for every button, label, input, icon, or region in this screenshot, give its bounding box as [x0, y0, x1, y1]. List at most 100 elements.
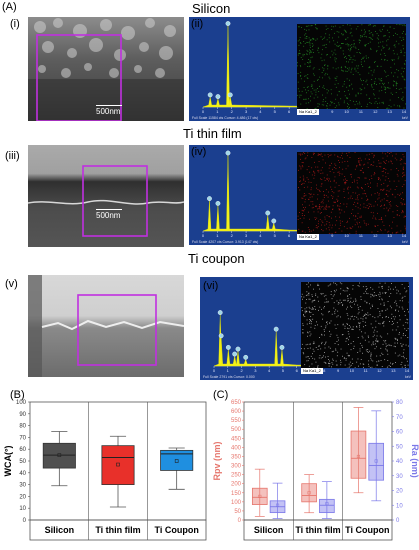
eds-peak-marker	[207, 196, 212, 201]
map-dot	[369, 206, 370, 208]
map-dot	[330, 101, 332, 103]
map-dot	[305, 75, 307, 77]
map-dot	[360, 296, 362, 298]
map-dot	[300, 66, 302, 68]
map-dot	[390, 362, 391, 364]
map-dot	[301, 165, 303, 167]
map-dot	[403, 169, 404, 170]
map-dot	[378, 299, 380, 300]
map-dot	[341, 230, 343, 232]
map-dot	[381, 86, 382, 88]
map-dot	[376, 183, 378, 185]
map-dot	[341, 66, 342, 68]
map-dot	[393, 45, 395, 46]
map-dot	[399, 332, 400, 333]
map-dot	[317, 198, 318, 200]
map-dot	[388, 190, 390, 192]
map-dot	[303, 179, 305, 181]
map-dot	[403, 355, 404, 357]
map-dot	[374, 317, 376, 319]
map-dot	[380, 360, 382, 361]
category-label: Ti Coupon	[345, 525, 389, 535]
map-dot	[387, 29, 388, 31]
map-dot	[390, 106, 392, 108]
map-dot	[395, 32, 396, 34]
map-dot	[383, 340, 385, 342]
map-dot	[327, 154, 329, 155]
map-dot	[309, 321, 311, 323]
sub-label-i: (i)	[10, 18, 20, 30]
map-dot	[313, 229, 314, 231]
map-dot	[307, 343, 309, 345]
map-dot	[375, 338, 377, 340]
map-dot	[330, 89, 332, 91]
map-dot	[365, 325, 367, 326]
map-dot	[371, 205, 373, 207]
map-dot	[353, 43, 355, 44]
map-dot	[308, 204, 310, 206]
map-dot	[388, 36, 390, 38]
map-dot	[367, 198, 368, 200]
map-dot	[394, 157, 396, 159]
map-dot	[360, 299, 362, 300]
map-dot	[368, 158, 370, 160]
map-dot	[407, 328, 409, 330]
map-dot	[402, 76, 404, 78]
map-dot	[403, 63, 405, 65]
map-dot	[373, 292, 375, 293]
map-dot	[383, 304, 385, 306]
map-dot	[318, 207, 320, 209]
map-dot	[340, 48, 342, 49]
map-dot	[341, 334, 343, 336]
map-dot	[372, 288, 374, 290]
map-dot	[382, 323, 383, 324]
map-dot	[303, 152, 305, 153]
map-dot	[397, 193, 399, 195]
map-dot	[333, 192, 335, 194]
map-dot	[388, 202, 390, 203]
map-dot	[342, 323, 344, 325]
map-dot	[379, 291, 381, 293]
map-dot	[359, 216, 361, 218]
map-dot	[398, 43, 400, 45]
map-dot	[354, 316, 356, 317]
map-dot	[382, 189, 383, 191]
map-dot	[337, 204, 339, 206]
map-dot	[350, 297, 352, 299]
map-dot	[381, 336, 383, 338]
map-dot	[331, 50, 333, 52]
map-dot	[344, 91, 345, 92]
map-dot	[319, 219, 321, 220]
map-dot	[317, 79, 319, 80]
map-dot	[313, 350, 315, 352]
map-dot	[309, 46, 311, 48]
map-dot	[297, 88, 299, 90]
map-dot	[344, 95, 346, 97]
map-dot	[355, 70, 357, 72]
map-dot	[355, 232, 357, 234]
map-dot	[299, 96, 301, 98]
map-dot	[321, 53, 323, 55]
map-dot	[353, 345, 355, 347]
map-dot	[301, 307, 303, 309]
map-dot	[401, 203, 403, 205]
map-dot	[341, 152, 343, 154]
map-dot	[389, 207, 391, 209]
map-dot	[381, 310, 383, 312]
map-dot	[325, 33, 327, 35]
map-dot	[307, 332, 309, 334]
row-title-ti-film: Ti thin film	[183, 126, 242, 141]
map-dot	[402, 296, 404, 298]
map-dot	[349, 32, 351, 34]
map-dot	[311, 207, 313, 209]
map-dot	[351, 198, 353, 199]
map-dot	[380, 347, 382, 349]
map-dot	[400, 337, 402, 339]
map-dot	[340, 361, 342, 363]
map-dot	[323, 329, 325, 331]
map-dot	[311, 301, 313, 303]
map-dot	[323, 104, 325, 106]
map-dot	[377, 225, 379, 226]
map-dot	[408, 345, 409, 347]
map-dot	[304, 310, 306, 312]
